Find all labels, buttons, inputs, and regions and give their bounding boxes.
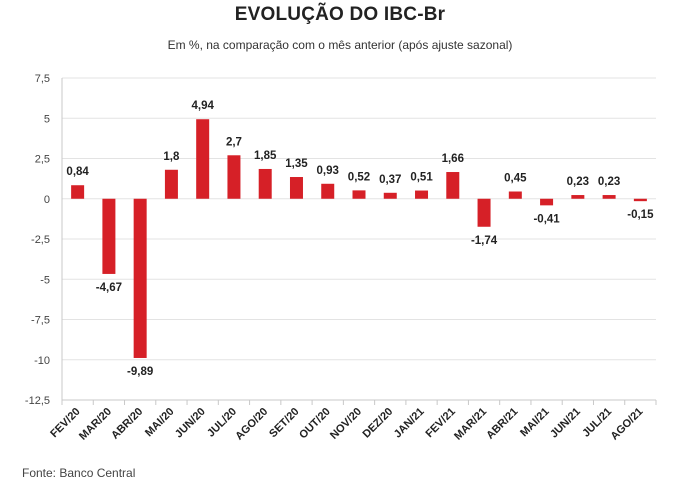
x-tick-label: MAI/20 (143, 406, 177, 440)
bar (633, 198, 647, 202)
x-tick-label: AGO/21 (608, 406, 645, 443)
data-label: 0,51 (410, 172, 433, 184)
bar (321, 183, 335, 199)
data-label: 0,45 (504, 173, 527, 185)
x-tick-label: MAR/21 (452, 406, 489, 443)
y-tick-label: -2,5 (31, 234, 50, 246)
bar (196, 119, 210, 199)
gridlines (61, 77, 657, 405)
bar (289, 177, 303, 199)
x-tick-label: JUN/21 (548, 406, 583, 441)
y-axis-ticks: 7,5 5 2,5 0 -2,5 -5 -7,5 -10 -12,5 (25, 73, 50, 407)
x-tick-label: NOV/20 (328, 406, 364, 442)
data-label: 0,93 (317, 165, 339, 177)
data-label: 1,85 (254, 150, 277, 162)
data-label: 0,37 (379, 174, 401, 186)
data-label: -9,89 (127, 366, 153, 378)
x-tick-label: MAR/20 (77, 406, 114, 443)
chart-subtitle: Em %, na comparação com o mês anterior (… (167, 38, 513, 52)
bar (571, 195, 585, 199)
bar (258, 168, 272, 199)
x-tick-label: JAN/21 (392, 406, 427, 441)
y-tick-label: -7,5 (31, 315, 50, 327)
bar (446, 172, 460, 199)
y-tick-label: -12,5 (25, 395, 50, 407)
x-tick-label: ABR/21 (484, 406, 520, 442)
bar (164, 169, 178, 199)
chart-title: EVOLUÇÃO DO IBC-Br (234, 4, 446, 25)
bar (71, 185, 85, 199)
data-label: 1,35 (285, 158, 308, 170)
y-tick-label: 7,5 (35, 73, 50, 85)
data-label: -0,15 (627, 209, 654, 221)
data-label: -1,74 (471, 235, 498, 247)
data-labels: 0,84 -4,67 -9,89 1,8 4,94 2,7 1,85 1,35 0,93 0,52… (66, 100, 654, 378)
data-label: -0,41 (533, 213, 560, 225)
source-note: Fonte: Banco Central (22, 466, 136, 480)
bar (102, 198, 116, 274)
x-tick-label: JUN/20 (173, 406, 208, 441)
data-label: 0,84 (66, 166, 89, 178)
y-tick-label: 0 (44, 194, 50, 206)
x-tick-label: MAI/21 (518, 406, 552, 440)
data-label: 1,8 (163, 151, 180, 163)
bar (508, 191, 522, 199)
y-tick-label: 2,5 (35, 154, 50, 166)
data-label: 0,52 (348, 171, 370, 183)
x-tick-label: ABR/20 (109, 406, 145, 442)
bar (383, 192, 397, 199)
bar (415, 190, 429, 199)
data-label: 2,7 (226, 136, 242, 148)
y-tick-label: 5 (44, 113, 50, 125)
bar (133, 198, 147, 358)
bar (540, 198, 554, 206)
x-axis-ticks: FEV/20MAR/20ABR/20MAI/20JUN/20JUL/20AGO/… (48, 406, 645, 443)
y-tick-label: -10 (34, 355, 50, 367)
data-label: 1,66 (442, 153, 464, 165)
data-label: 0,23 (598, 176, 620, 188)
bar (477, 198, 491, 227)
bars (71, 119, 647, 358)
x-tick-label: AGO/20 (233, 406, 270, 443)
bar (602, 195, 616, 199)
bar (227, 155, 241, 199)
data-label: 0,23 (567, 176, 589, 188)
bar (352, 190, 366, 199)
data-label: -4,67 (96, 282, 122, 294)
x-tick-label: OUT/20 (297, 406, 333, 442)
bar-chart: 7,5 5 2,5 0 -2,5 -5 -7,5 -10 -12,5 0,84 -4,67 -9,8… (25, 73, 657, 443)
data-label: 4,94 (191, 100, 214, 112)
y-tick-label: -5 (40, 274, 50, 286)
x-tick-label: SET/20 (267, 406, 301, 440)
x-tick-label: DEZ/20 (361, 406, 396, 441)
